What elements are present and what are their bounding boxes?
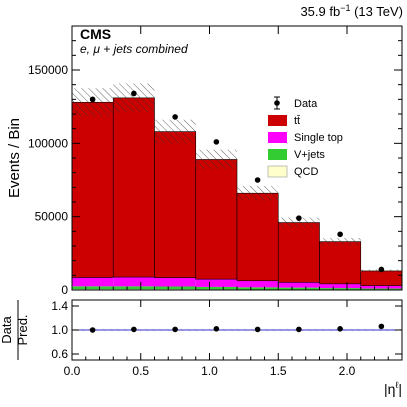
data-point-5: [254, 177, 261, 183]
legend-swatch-v-jets: [268, 149, 287, 160]
bar-single-top-bin-5: [237, 280, 279, 288]
main-y-axis-label: Events / Bin: [6, 118, 23, 198]
x-tick-label-5: 2.0: [339, 364, 356, 378]
uncertainty-bin-3: [154, 119, 196, 144]
uncertainty-bin-4: [195, 149, 237, 170]
data-point-6: [296, 215, 302, 221]
x-tick-label-2: 0.5: [132, 364, 149, 378]
legend-swatch-single-top: [268, 132, 287, 143]
data-points: [89, 90, 385, 273]
main-y-axis: 0 50000 100000 150000: [28, 26, 402, 297]
main-y-tick-label-2: 50000: [35, 210, 69, 224]
luminosity-label: 35.9 fb−1 (13 TeV): [300, 3, 403, 19]
bar-v-jets-bin-4: [195, 286, 237, 290]
legend-data-marker: [274, 100, 280, 106]
ratio-y-label-bottom: Pred.: [15, 314, 30, 345]
channel-label: e, μ + jets combined: [80, 42, 188, 56]
bar-ttbar-bin-2: [112, 97, 155, 278]
main-y-tick-label-4: 150000: [28, 63, 68, 77]
ratio-point-4: [213, 326, 220, 332]
ratio-point-5: [254, 326, 261, 333]
main-y-tick-label-1: 0: [61, 283, 68, 297]
bar-ttbar-bin-4: [195, 159, 238, 280]
bar-v-jets-bin-7: [319, 288, 361, 290]
uncertainty-band: [72, 83, 402, 273]
uncertainty-bin-2: [113, 83, 155, 113]
legend-label-v-jets: V+jets: [294, 149, 325, 161]
legend-label-data: Data: [294, 98, 318, 110]
ratio-point-3: [172, 326, 178, 333]
bar-ttbar-bin-6: [277, 222, 320, 283]
main-plot-panel: 0 50000 100000 150000 Events / Bin CMS e, μ…: [6, 25, 403, 297]
legend-swatch-ttbar: [268, 115, 287, 126]
ratio-y-label-top: Data: [0, 316, 14, 344]
data-point-4: [213, 139, 220, 145]
bar-v-jets-bin-2: [113, 286, 155, 290]
ratio-plot-panel: 0.6 1.0 1.4 0.0 0.5 1.0 1.5 2.0 Data Pred. |ηℓ…: [0, 286, 403, 397]
ratio-point-7: [337, 326, 343, 332]
bar-v-jets-bin-6: [278, 287, 320, 290]
uncertainty-bin-5: [237, 185, 279, 201]
x-axis-label: |ηℓ|: [384, 380, 402, 397]
stacked-histogram: [71, 97, 403, 290]
legend: Data tt̄ Single top V+jets QCD: [267, 96, 343, 178]
bar-single-top-bin-8: [360, 285, 402, 289]
uncertainty-bin-7: [319, 237, 361, 246]
x-tick-label-3: 1.0: [201, 364, 218, 378]
bar-v-jets-bin-8: [360, 288, 402, 290]
data-point-2: [131, 90, 137, 97]
legend-label-qcd: QCD: [294, 166, 319, 178]
legend-label-single-top: Single top: [294, 132, 343, 144]
experiment-label: CMS: [80, 26, 111, 42]
x-tick-label-4: 1.5: [270, 364, 287, 378]
legend-label-ttbar: tt̄: [294, 115, 300, 127]
ratio-points: [72, 323, 402, 333]
uncertainty-bin-6: [278, 217, 320, 228]
ratio-point-6: [296, 326, 302, 333]
data-point-8: [378, 266, 385, 273]
uncertainty-bin-1: [72, 88, 114, 117]
bar-ttbar-bin-8: [360, 270, 403, 286]
ratio-point-2: [131, 326, 137, 333]
ratio-y-tick-label-1: 0.6: [51, 347, 68, 361]
bar-single-top-bin-6: [278, 282, 320, 288]
bar-ttbar-bin-1: [71, 101, 114, 278]
bar-single-top-bin-1: [72, 277, 114, 287]
x-tick-label-1: 0.0: [64, 364, 81, 378]
x-axis: 0.0 0.5 1.0 1.5 2.0: [64, 286, 389, 378]
bar-v-jets-bin-1: [72, 286, 114, 290]
main-y-tick-label-3: 100000: [28, 136, 68, 150]
data-point-1: [89, 96, 96, 103]
ratio-y-tick-label-3: 1.4: [51, 299, 68, 313]
data-point-3: [172, 114, 178, 120]
bar-single-top-bin-4: [195, 279, 237, 287]
bar-v-jets-bin-5: [237, 287, 279, 290]
bar-single-top-bin-2: [113, 277, 155, 287]
bar-single-top-bin-7: [319, 283, 361, 289]
data-point-7: [337, 231, 343, 238]
legend-swatch-qcd: [267, 165, 288, 178]
bar-ttbar-bin-7: [319, 241, 362, 285]
ratio-point-8: [378, 323, 385, 330]
bar-ttbar-bin-5: [236, 192, 279, 282]
bar-single-top-bin-3: [154, 277, 196, 287]
ratio-point-1: [89, 327, 96, 333]
bar-v-jets-bin-3: [154, 286, 196, 290]
ratio-y-tick-label-2: 1.0: [51, 323, 68, 337]
bar-ttbar-bin-3: [154, 131, 197, 278]
ratio-y-axis: 0.6 1.0 1.4: [51, 299, 402, 361]
